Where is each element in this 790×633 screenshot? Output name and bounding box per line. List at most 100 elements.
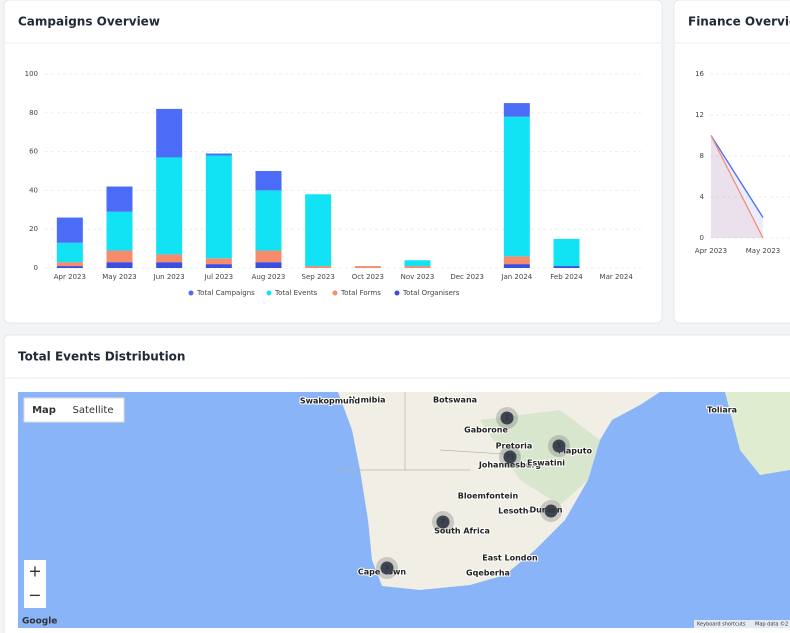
y-tick-label: 4 [700,193,705,201]
map-type-control [23,397,125,423]
cluster-count[interactable]: 5 [557,443,561,450]
y-tick-label: 40 [29,186,38,194]
map-label: Pretoria [496,442,533,451]
bar-segment[interactable] [106,211,133,251]
vegetation [480,410,600,505]
bar-segment[interactable] [106,250,133,263]
y-tick-label: 0 [34,264,38,272]
bar-segment[interactable] [305,194,332,267]
bar-segment[interactable] [56,217,83,243]
y-tick-label: 12 [695,111,704,119]
card-title: Finance Overview [688,15,790,29]
cluster-count[interactable]: 7 [441,519,445,526]
bar-segment[interactable] [404,266,431,268]
x-tick-label: Aug 2023 [252,273,286,281]
bar-segment[interactable] [205,155,232,259]
legend-marker [188,290,194,296]
bar-segment[interactable] [503,103,530,117]
bar-segment[interactable] [205,258,232,265]
x-tick-label: Jul 2023 [204,273,234,281]
bar-segment[interactable] [553,238,580,267]
x-tick-label: Apr 2023 [695,247,727,255]
legend-label[interactable]: Total Events [274,289,318,297]
bar-segment[interactable] [404,260,431,267]
bar-segment[interactable] [156,262,183,268]
bar-segment[interactable] [255,190,282,251]
legend-label[interactable]: Total Campaigns [196,289,255,297]
zoom-out[interactable]: − [28,586,41,605]
map-label: East London [482,554,538,563]
cluster-count[interactable]: 71 [506,454,514,461]
bar-segment[interactable] [205,264,232,268]
bar-segment[interactable] [56,266,83,268]
bar-segment[interactable] [503,264,530,268]
map-footer[interactable]: Keyboard shortcuts [697,622,746,628]
x-tick-label: Jan 2024 [500,273,532,281]
y-tick-label: 80 [29,109,38,117]
x-tick-label: Mar 2024 [600,273,634,281]
map-button[interactable]: Map [32,405,56,416]
map-label: Toliara [707,406,737,415]
bar-segment[interactable] [305,266,332,268]
bar-segment[interactable] [503,256,530,265]
cluster[interactable] [503,450,517,464]
line [710,135,764,218]
legend-label[interactable]: Total Organisers [402,289,460,297]
line [710,135,764,239]
bar-segment[interactable] [156,108,183,158]
y-tick-label: 60 [29,148,38,156]
map-footer: Map data ©2 [755,621,788,628]
cluster[interactable] [544,504,558,518]
cluster[interactable] [552,439,566,453]
x-tick-label: Nov 2023 [401,273,435,281]
cluster-count[interactable]: 2 [505,415,509,422]
bar-segment[interactable] [156,157,183,255]
bar-segment[interactable] [156,254,183,263]
x-tick-label: Apr 2023 [54,273,86,281]
x-tick-label: Sep 2023 [302,273,335,281]
legend-marker [332,290,338,296]
bar-segment[interactable] [255,262,282,268]
cluster[interactable] [500,411,514,425]
map-label: Gaborone [464,426,508,435]
cluster[interactable] [380,561,394,575]
x-tick-label: Feb 2024 [550,273,583,281]
attribution-bg [694,620,790,628]
bar-segment[interactable] [106,186,133,212]
island [725,392,790,475]
map-label: Lesotho [498,507,534,516]
bar-segment[interactable] [106,262,133,268]
bar-segment[interactable] [255,250,282,263]
map-label: Gqeberha [466,569,510,578]
x-tick-label: May 2023 [746,247,781,255]
x-tick-label: Jun 2023 [153,273,185,281]
map-label: Botswana [433,396,477,405]
bar-segment[interactable] [56,262,83,267]
card-title: Campaigns Overview [18,15,160,29]
x-tick-label: Oct 2023 [352,273,384,281]
map-label: Maputo [558,447,593,456]
legend-marker [394,290,400,296]
map-button[interactable]: Satellite [73,405,114,416]
y-tick-label: 8 [700,152,704,160]
bar-segment[interactable] [205,153,232,156]
cluster-count[interactable]: 45 [547,508,555,515]
map-label: Swakopmund [300,397,361,406]
y-tick-label: 100 [25,70,38,78]
zoom-in[interactable]: + [28,562,41,581]
cluster[interactable] [436,515,450,529]
legend-marker [266,290,272,296]
bar-segment[interactable] [503,116,530,257]
bar-segment[interactable] [553,266,580,268]
cluster-count[interactable]: 3 [385,565,389,572]
bar-segment[interactable] [354,266,381,268]
bar-segment[interactable] [255,171,282,191]
map-label: Johannesburg [478,461,542,470]
zoom-control [24,560,46,608]
x-tick-label: May 2023 [102,273,137,281]
map[interactable] [18,392,790,628]
bar-segment[interactable] [56,242,83,263]
legend-label[interactable]: Total Forms [340,289,381,297]
y-tick-label: 0 [700,234,704,242]
